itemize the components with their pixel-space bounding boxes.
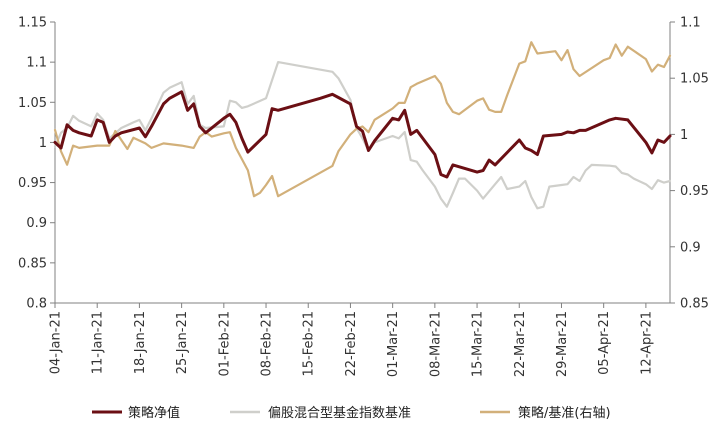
x-tick-label: 08-Feb-21 (260, 311, 275, 376)
series-layer (53, 41, 672, 210)
right-tick-label: 0.9 (680, 240, 701, 255)
left-y-axis: 0.8 0.85 0.9 0.95 1 1.05 1.1 1.15 (18, 16, 55, 312)
x-tick-label: 01-Feb-21 (217, 311, 232, 376)
right-tick-label: 1 (680, 128, 688, 143)
x-tick-label: 01-Mar-21 (386, 311, 401, 377)
left-tick-label: 0.8 (26, 297, 47, 312)
legend-label: 策略净值 (128, 405, 180, 421)
legend-item-benchmark-index: 偏股混合型基金指数基准 (230, 405, 411, 421)
benchmark-index-line (53, 61, 672, 210)
left-tick-label: 0.95 (18, 176, 47, 191)
legend-label: 偏股混合型基金指数基准 (268, 405, 411, 421)
right-tick-label: 1.1 (680, 16, 701, 31)
left-tick-label: 1.1 (26, 56, 47, 71)
left-tick-label: 1 (39, 136, 47, 151)
legend: 策略净值 偏股混合型基金指数基准 策略/基准(右轴) (92, 405, 611, 421)
right-tick-label: 1.05 (680, 72, 709, 87)
left-tick-label: 0.9 (26, 216, 47, 231)
left-tick-label: 0.85 (18, 256, 47, 271)
x-tick-label: 29-Mar-21 (555, 311, 570, 377)
right-tick-label: 0.85 (680, 297, 709, 312)
plot-frame (54, 22, 671, 304)
x-tick-label: 25-Jan-21 (175, 311, 190, 374)
left-tick-label: 1.05 (18, 96, 47, 111)
legend-label: 策略/基准(右轴) (518, 405, 611, 421)
legend-item-strategy-nav: 策略净值 (92, 405, 180, 421)
x-tick-label: 04-Jan-21 (49, 311, 64, 374)
x-tick-label: 08-Mar-21 (428, 311, 443, 377)
x-tick-label: 12-Apr-21 (639, 311, 654, 375)
x-tick-label: 18-Jan-21 (133, 311, 148, 374)
x-tick-label: 05-Apr-21 (597, 311, 612, 375)
x-axis: 04-Jan-21 11-Jan-21 18-Jan-21 25-Jan-21 01-F… (49, 303, 654, 377)
left-tick-label: 1.15 (18, 16, 47, 31)
x-tick-label: 22-Feb-21 (344, 311, 359, 376)
right-y-axis: 0.85 0.9 0.95 1 1.05 1.1 (670, 16, 709, 312)
legend-item-ratio: 策略/基准(右轴) (480, 405, 611, 421)
x-tick-label: 11-Jan-21 (91, 311, 106, 374)
x-tick-label: 15-Mar-21 (471, 311, 486, 377)
strategy-benchmark-ratio-line (53, 41, 672, 198)
right-tick-label: 0.95 (680, 184, 709, 199)
x-tick-label: 15-Feb-21 (302, 311, 317, 376)
x-tick-label: 22-Mar-21 (513, 311, 528, 377)
strategy-nav-line (53, 90, 672, 179)
